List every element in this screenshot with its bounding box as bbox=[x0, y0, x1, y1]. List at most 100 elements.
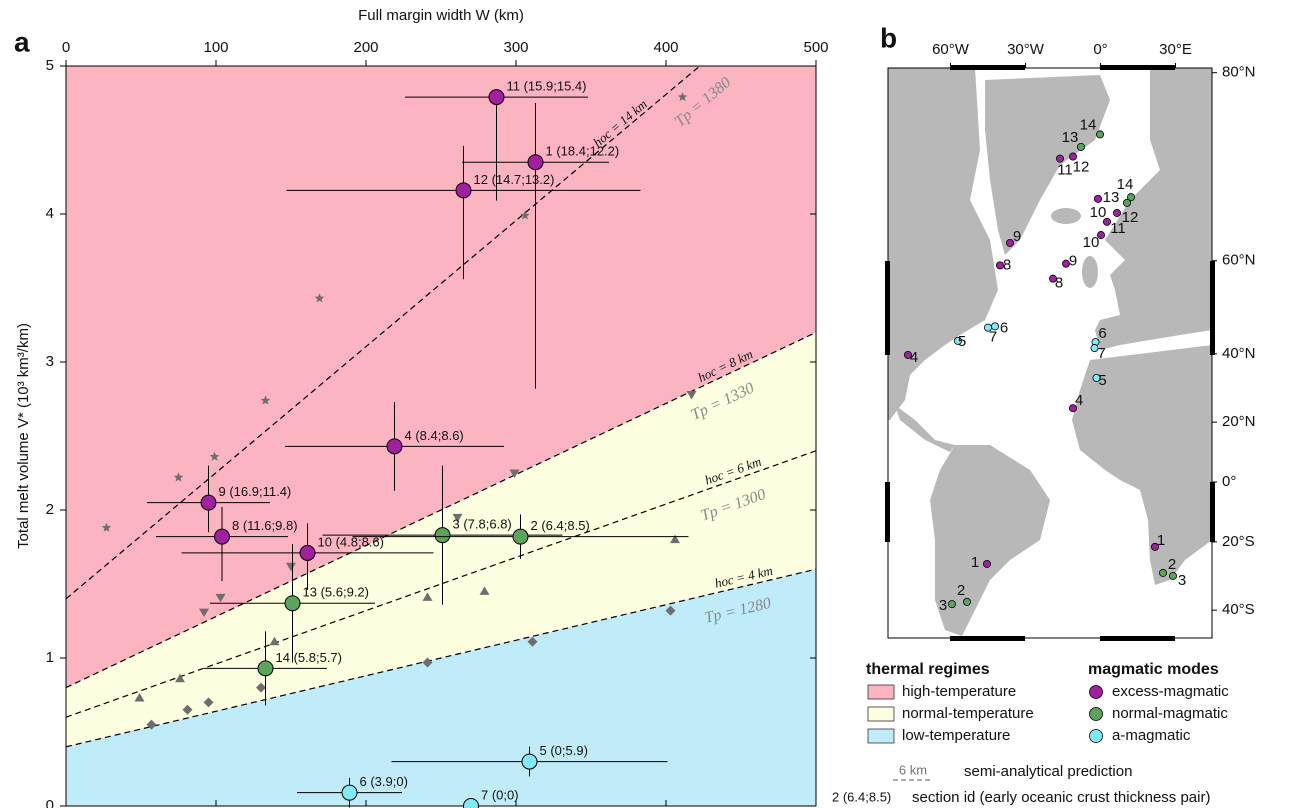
land bbox=[888, 68, 1212, 636]
reference-point bbox=[509, 469, 520, 478]
data-point bbox=[455, 182, 472, 199]
data-point bbox=[512, 528, 529, 545]
site bbox=[1069, 152, 1078, 161]
site-label: 1 bbox=[971, 554, 979, 571]
lon-tick-label: 30°E bbox=[1159, 41, 1192, 58]
british-isles bbox=[1082, 256, 1098, 288]
reference-point bbox=[269, 636, 280, 646]
data-point bbox=[488, 89, 505, 106]
site-label: 9 bbox=[1069, 253, 1077, 270]
point-label: 1 (18.4;12.2) bbox=[546, 144, 620, 159]
panel-label: b bbox=[880, 22, 897, 53]
y-axis-title: Total melt volume V* (10³ km³/km) bbox=[15, 323, 32, 549]
iceland bbox=[1051, 208, 1081, 224]
legend-label: section id (early oceanic crust thicknes… bbox=[912, 789, 1210, 806]
reference-line bbox=[66, 568, 816, 748]
border-band bbox=[1100, 636, 1175, 641]
site-label: 10 bbox=[1090, 204, 1107, 221]
y-tick-label: 4 bbox=[46, 205, 54, 222]
data-point bbox=[521, 753, 538, 770]
legend-label: excess-magmatic bbox=[1112, 683, 1229, 700]
x-tick-label: 500 bbox=[803, 39, 828, 56]
axes-frame bbox=[65, 65, 817, 807]
site bbox=[1092, 373, 1101, 382]
y-tick-label: 2 bbox=[46, 501, 54, 518]
point-label: 2 (6.4;8.5) bbox=[531, 518, 590, 533]
point-label: 12 (14.7;13.2) bbox=[474, 172, 555, 187]
site bbox=[1169, 571, 1178, 580]
site bbox=[1094, 194, 1103, 203]
site-label: 2 bbox=[957, 582, 965, 599]
data-point bbox=[434, 527, 451, 544]
reference-point bbox=[520, 210, 530, 220]
point-label: 13 (5.6;9.2) bbox=[303, 585, 370, 600]
point-label: 6 (3.9;0) bbox=[360, 774, 408, 789]
reference-point bbox=[209, 451, 220, 461]
africa bbox=[1072, 345, 1212, 585]
site-label: 12 bbox=[1122, 209, 1139, 226]
x-tick-label: 400 bbox=[653, 39, 678, 56]
border-band bbox=[950, 65, 1025, 70]
site-label: 7 bbox=[989, 329, 997, 346]
reference-point bbox=[215, 593, 226, 603]
central-america bbox=[895, 405, 955, 452]
regime-low bbox=[66, 569, 816, 806]
y-tick-label: 0 bbox=[46, 797, 54, 808]
data-point bbox=[341, 784, 358, 801]
site bbox=[1090, 344, 1099, 353]
data-point bbox=[299, 544, 316, 561]
reference-point bbox=[314, 293, 325, 303]
reference-point bbox=[527, 636, 538, 647]
site bbox=[1127, 193, 1136, 202]
lon-tick-label: 60°W bbox=[932, 41, 970, 58]
site-label: 9 bbox=[1013, 228, 1021, 245]
site-label: 4 bbox=[910, 349, 918, 366]
lat-tick-label: 20°S bbox=[1222, 533, 1255, 550]
site bbox=[984, 323, 993, 332]
reference-point bbox=[670, 534, 680, 544]
border-band bbox=[885, 261, 890, 355]
legend-sample: 6 km bbox=[899, 762, 927, 777]
reference-point bbox=[686, 391, 697, 400]
lat-tick-label: 20°N bbox=[1222, 413, 1256, 430]
reference-point bbox=[101, 522, 112, 532]
north-america bbox=[888, 68, 998, 420]
reference-point bbox=[677, 92, 688, 102]
site bbox=[1123, 198, 1132, 207]
legend-sample: 2 (6.4;8.5) bbox=[832, 789, 891, 804]
legend-label: low-temperature bbox=[902, 727, 1010, 744]
site-label: 8 bbox=[1055, 275, 1063, 292]
legend-swatch bbox=[1089, 729, 1103, 743]
site bbox=[1049, 274, 1058, 283]
data-point bbox=[527, 154, 544, 171]
point-label: 8 (11.6;9.8) bbox=[232, 518, 298, 533]
reference-line bbox=[66, 450, 816, 718]
site-label: 3 bbox=[939, 597, 947, 614]
site bbox=[1069, 404, 1078, 413]
site-label: 3 bbox=[1178, 572, 1186, 589]
reference-point bbox=[199, 608, 209, 618]
site-label: 13 bbox=[1103, 189, 1120, 206]
lat-tick-label: 40°N bbox=[1222, 345, 1256, 362]
x-tick-label: 100 bbox=[203, 39, 228, 56]
y-tick-label: 1 bbox=[46, 649, 54, 666]
data-point bbox=[200, 494, 217, 511]
point-label: 11 (15.9;15.4) bbox=[507, 79, 587, 94]
reference-point bbox=[422, 592, 433, 601]
x-tick-label: 300 bbox=[503, 39, 528, 56]
lon-tick-label: 30°W bbox=[1007, 41, 1045, 58]
site-label: 11 bbox=[1110, 220, 1126, 237]
site-label: 12 bbox=[1073, 159, 1090, 176]
x-tick-label: 0 bbox=[62, 39, 70, 56]
point-label: 10 (4.8;8.6) bbox=[318, 534, 385, 549]
point-label: 3 (7.8;6.8) bbox=[453, 517, 512, 532]
point-label: 14 (5.8;5.7) bbox=[276, 650, 343, 665]
site-label: 1 bbox=[1157, 532, 1165, 549]
site-label: 11 bbox=[1057, 162, 1073, 179]
reference-point bbox=[665, 605, 676, 616]
legend-swatch bbox=[867, 684, 895, 700]
reference-point bbox=[452, 513, 463, 523]
reference-point bbox=[479, 586, 490, 595]
legend-swatch bbox=[867, 706, 895, 722]
